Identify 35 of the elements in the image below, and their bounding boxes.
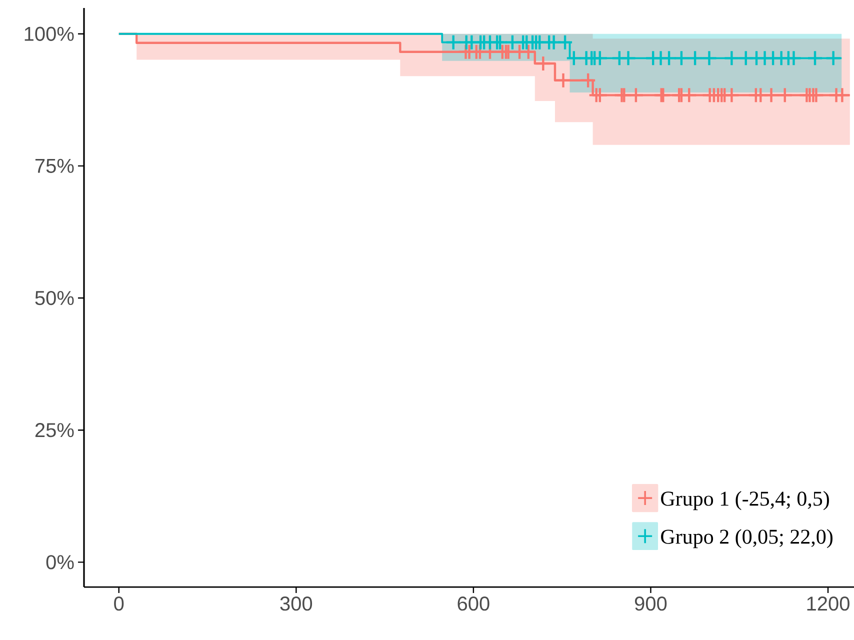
x-tick-label: 1200 [807, 596, 850, 611]
point [786, 50, 802, 66]
point [556, 34, 574, 50]
y-tick-label: 0% [46, 555, 74, 570]
point [592, 87, 608, 104]
point [701, 50, 718, 66]
point [686, 50, 704, 66]
x-tick-label: 300 [280, 596, 312, 611]
legend-label: Grupo 2 (0,05; 22,0) [661, 529, 832, 548]
point [492, 34, 508, 50]
x-tick-label: 600 [458, 596, 490, 611]
point [520, 44, 536, 60]
point [660, 50, 678, 66]
point [580, 72, 596, 88]
point [763, 87, 780, 104]
point [825, 50, 842, 66]
y-tick-label: 100% [24, 26, 74, 41]
point [592, 50, 608, 66]
legend-label: Grupo 1 (-25,4; 0,5) [661, 491, 829, 510]
point [776, 87, 793, 104]
x-tick-label: 0 [114, 596, 124, 611]
y-tick-label: 25% [35, 423, 74, 438]
x-tick-label: 900 [634, 596, 667, 611]
point [535, 55, 552, 72]
point [673, 50, 690, 66]
point [620, 50, 636, 66]
point [724, 50, 740, 66]
point [555, 72, 572, 88]
y-tick-label: 75% [35, 158, 74, 173]
point [681, 87, 698, 104]
point [445, 34, 462, 50]
point [628, 87, 644, 104]
point [566, 50, 582, 66]
point [806, 50, 824, 66]
y-tick-label: 50% [35, 290, 74, 306]
